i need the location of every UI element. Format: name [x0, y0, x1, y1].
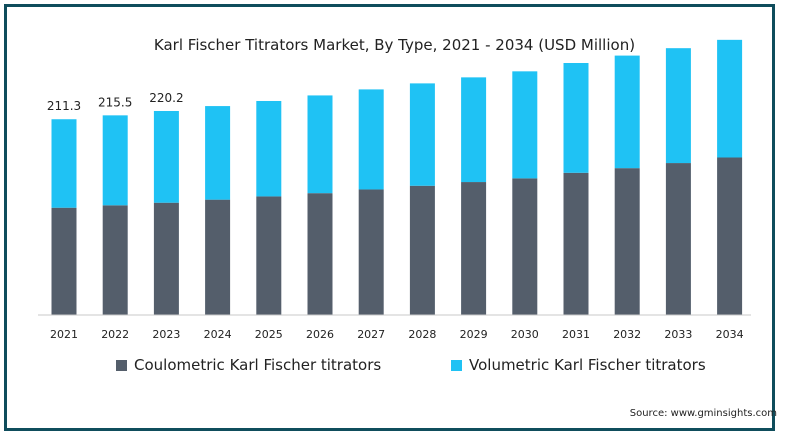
legend-swatch-coulometric [116, 359, 127, 371]
bar-volumetric-2025 [256, 100, 282, 197]
data-label-2023: 220.2 [149, 91, 183, 105]
chart-frame [4, 4, 775, 431]
x-tick-label-2031: 2031 [562, 328, 590, 341]
legend-item-volumetric: Volumetric Karl Fischer titrators [451, 356, 706, 374]
data-label-2022: 215.5 [98, 95, 132, 109]
x-tick-label-2022: 2022 [101, 328, 129, 341]
chart-title: Karl Fischer Titrators Market, By Type, … [153, 36, 636, 54]
bar-coulometric-2027 [358, 189, 384, 315]
bar-coulometric-2021 [51, 207, 77, 315]
bar-volumetric-2032 [614, 55, 640, 169]
x-tick-label-2023: 2023 [152, 328, 180, 341]
bar-volumetric-2027 [358, 89, 384, 190]
bar-volumetric-2021 [51, 119, 77, 208]
x-tick-label-2030: 2030 [511, 328, 539, 341]
bar-volumetric-2028 [409, 83, 435, 186]
bar-coulometric-2026 [307, 193, 333, 315]
x-tick-label-2024: 2024 [204, 328, 232, 341]
bar-volumetric-2022 [102, 115, 128, 206]
bar-volumetric-2024 [205, 106, 231, 200]
x-tick-label-2025: 2025 [255, 328, 283, 341]
bar-volumetric-2033 [665, 48, 691, 164]
legend-swatch-volumetric [451, 359, 462, 371]
bar-coulometric-2025 [256, 196, 282, 315]
bar-coulometric-2033 [665, 163, 691, 315]
x-tick-label-2026: 2026 [306, 328, 334, 341]
bar-coulometric-2032 [614, 168, 640, 315]
chart-legend: Coulometric Karl Fischer titrators Volum… [0, 356, 789, 380]
bar-coulometric-2024 [205, 199, 231, 315]
data-label-2021: 211.3 [47, 99, 81, 113]
bar-coulometric-2028 [409, 185, 435, 315]
legend-label-coulometric: Coulometric Karl Fischer titrators [134, 356, 382, 374]
legend-label-volumetric: Volumetric Karl Fischer titrators [469, 356, 706, 374]
x-tick-label-2034: 2034 [716, 328, 744, 341]
source-note: Source: www.gminsights.com [629, 408, 777, 419]
bar-volumetric-2023 [153, 110, 179, 203]
x-tick-label-2032: 2032 [613, 328, 641, 341]
bar-coulometric-2030 [512, 178, 538, 315]
x-tick-label-2027: 2027 [357, 328, 385, 341]
bar-volumetric-2031 [563, 63, 589, 173]
x-tick-label-2033: 2033 [664, 328, 692, 341]
x-tick-label-2021: 2021 [50, 328, 78, 341]
bar-volumetric-2029 [461, 77, 487, 183]
x-tick-label-2028: 2028 [408, 328, 436, 341]
bar-coulometric-2031 [563, 172, 589, 315]
bar-coulometric-2022 [102, 205, 128, 315]
bar-coulometric-2023 [153, 202, 179, 315]
bar-coulometric-2034 [717, 157, 743, 315]
bar-volumetric-2026 [307, 95, 333, 194]
bar-volumetric-2030 [512, 71, 538, 179]
legend-item-coulometric: Coulometric Karl Fischer titrators [116, 356, 381, 374]
x-tick-label-2029: 2029 [460, 328, 488, 341]
bar-volumetric-2034 [717, 39, 743, 158]
bar-coulometric-2029 [461, 182, 487, 315]
